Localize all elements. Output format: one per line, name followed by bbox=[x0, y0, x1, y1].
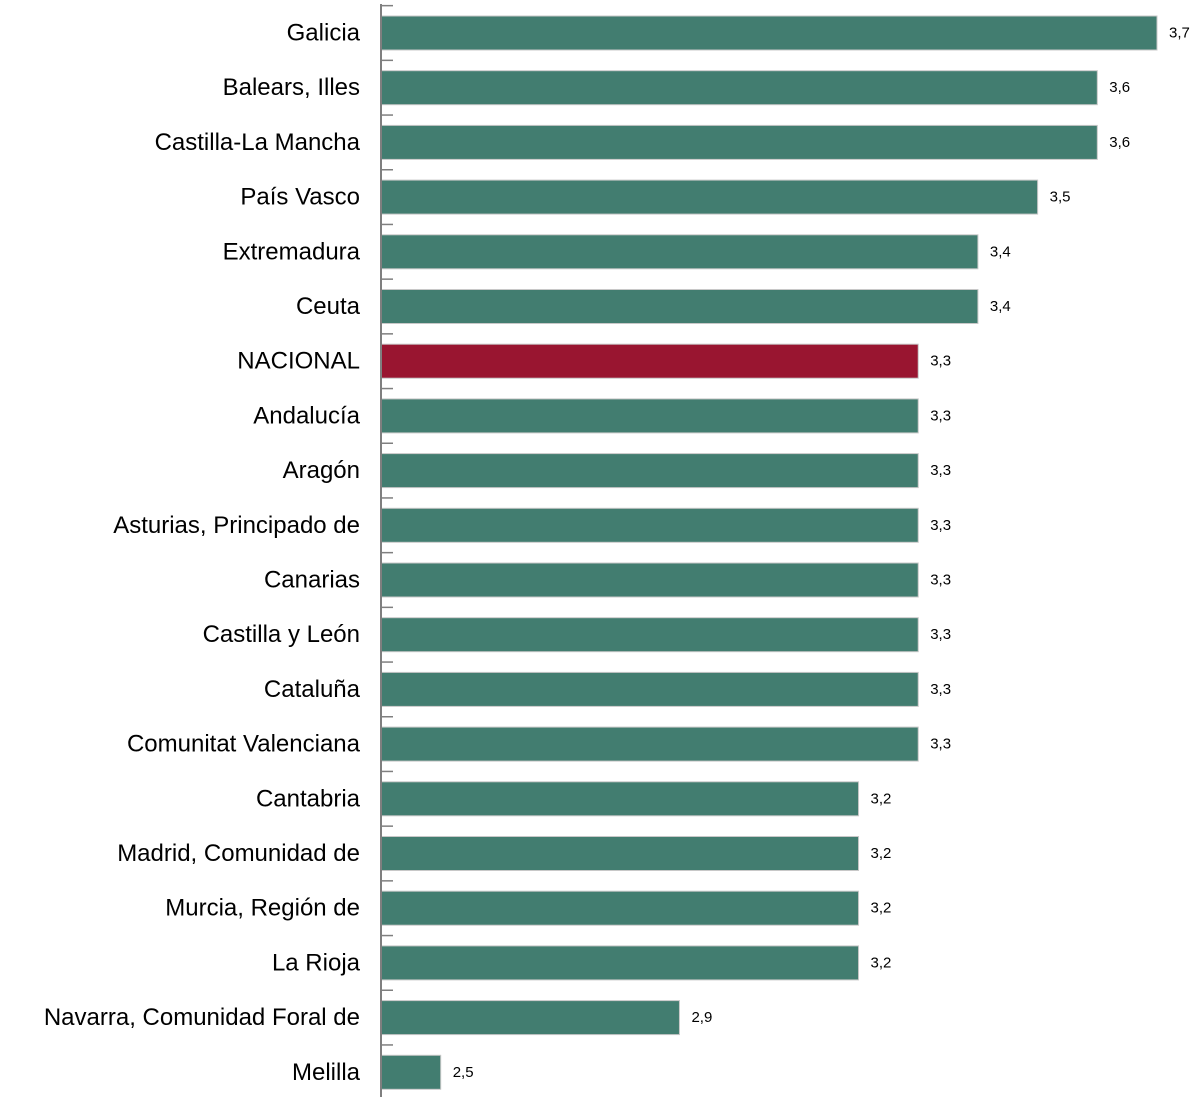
category-label: La Rioja bbox=[272, 949, 361, 976]
bar bbox=[380, 617, 919, 653]
bar-highlight bbox=[380, 343, 919, 379]
value-label: 3,7 bbox=[1169, 25, 1190, 42]
category-label: Castilla-La Mancha bbox=[155, 129, 361, 156]
bar bbox=[380, 507, 919, 543]
value-label: 3,2 bbox=[871, 790, 892, 807]
value-label: 3,4 bbox=[990, 243, 1011, 260]
bar bbox=[380, 836, 860, 871]
category-label: Castilla y León bbox=[203, 621, 360, 648]
bar bbox=[380, 945, 860, 981]
value-label: 3,3 bbox=[930, 626, 951, 643]
category-label: Balears, Illes bbox=[223, 74, 360, 101]
bar bbox=[380, 234, 979, 270]
category-label: Asturias, Principado de bbox=[113, 512, 360, 539]
category-label: NACIONAL bbox=[237, 348, 360, 375]
bar bbox=[380, 1054, 442, 1090]
value-labels-layer: 3,7 3,6 3,6 3,5 3,4 3,4 3,3 3,3 3,3 3,3 3,3 3,3 3,3 3… bbox=[453, 25, 1190, 1081]
category-label: Melilla bbox=[292, 1059, 361, 1086]
category-label: Navarra, Comunidad Foral de bbox=[44, 1004, 360, 1031]
category-label: Madrid, Comunidad de bbox=[117, 840, 360, 867]
value-label: 3,3 bbox=[930, 572, 951, 589]
bar bbox=[380, 70, 1098, 106]
value-label: 2,9 bbox=[691, 1009, 712, 1026]
category-label: Aragón bbox=[283, 457, 360, 484]
bar bbox=[380, 726, 919, 762]
bar bbox=[380, 15, 1158, 51]
bar bbox=[380, 289, 979, 324]
value-label: 3,6 bbox=[1109, 79, 1130, 96]
bars-layer bbox=[380, 15, 1158, 1090]
bar bbox=[380, 453, 919, 489]
value-label: 3,3 bbox=[930, 407, 951, 424]
category-labels-layer: Galicia Balears, Illes Castilla-La Mancha P… bbox=[44, 20, 361, 1086]
bar bbox=[380, 1000, 680, 1036]
value-label: 3,2 bbox=[871, 845, 892, 862]
category-label: Canarias bbox=[264, 567, 360, 594]
value-label: 3,4 bbox=[990, 298, 1011, 315]
category-label: Extremadura bbox=[223, 238, 361, 265]
category-label: Galicia bbox=[287, 20, 361, 47]
category-label: Comunitat Valenciana bbox=[127, 731, 361, 758]
category-label: Murcia, Región de bbox=[165, 895, 360, 922]
value-label: 3,3 bbox=[930, 353, 951, 370]
bar bbox=[380, 890, 860, 926]
value-label: 3,3 bbox=[930, 681, 951, 698]
bar bbox=[380, 124, 1098, 160]
bar bbox=[380, 671, 919, 707]
value-label: 3,3 bbox=[930, 736, 951, 753]
category-label: Andalucía bbox=[253, 402, 360, 429]
value-label: 2,5 bbox=[453, 1064, 474, 1081]
y-axis bbox=[380, 4, 393, 1097]
bar bbox=[380, 179, 1039, 215]
value-label: 3,2 bbox=[871, 954, 892, 971]
category-label: Cantabria bbox=[256, 785, 361, 812]
value-label: 3,5 bbox=[1050, 189, 1071, 206]
bar bbox=[380, 562, 919, 598]
category-label: Ceuta bbox=[296, 293, 361, 320]
value-label: 3,2 bbox=[871, 900, 892, 917]
category-label: País Vasco bbox=[240, 184, 360, 211]
value-label: 3,3 bbox=[930, 517, 951, 534]
value-label: 3,3 bbox=[930, 462, 951, 479]
category-label: Cataluña bbox=[264, 676, 361, 703]
bar bbox=[380, 781, 860, 817]
value-label: 3,6 bbox=[1109, 134, 1130, 151]
bar bbox=[380, 398, 919, 434]
